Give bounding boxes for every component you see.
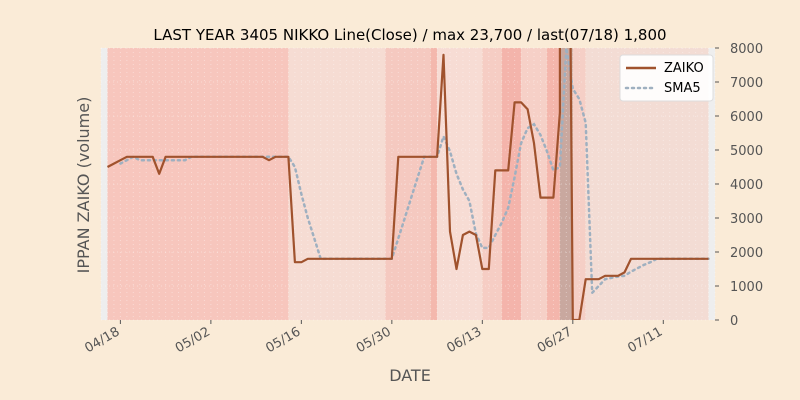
y-axis-label: IPPAN ZAIKO (volume)	[74, 97, 93, 274]
x-tick-label: 05/16	[263, 324, 303, 356]
y-tick-label: 2000	[730, 246, 763, 261]
x-tick-label: 05/30	[354, 324, 394, 356]
background-band	[708, 48, 715, 320]
x-tick-label: 04/18	[82, 324, 122, 356]
y-tick-label: 7000	[730, 76, 763, 91]
background-band	[572, 48, 586, 320]
legend-box	[619, 54, 714, 102]
legend: ZAIKO SMA5	[619, 54, 714, 102]
x-tick-label: 06/27	[535, 324, 575, 356]
chart-title: LAST YEAR 3405 NIKKO Line(Close) / max 2…	[153, 26, 666, 44]
background-band	[101, 48, 108, 320]
background-band	[107, 48, 289, 320]
y-tick-label: 6000	[730, 110, 763, 125]
background-band	[482, 48, 502, 320]
background-band	[521, 48, 547, 320]
x-axis-label: DATE	[389, 366, 431, 385]
grid	[100, 47, 716, 321]
series-lines	[106, 48, 710, 320]
y-tick-label: 0	[730, 314, 738, 329]
x-tick-label: 06/13	[444, 324, 484, 356]
background-band	[288, 48, 386, 320]
background-band	[430, 48, 438, 320]
legend-label-zaiko: ZAIKO	[664, 61, 704, 76]
background-band	[385, 48, 431, 320]
series-line-zaiko	[106, 48, 709, 320]
background-band	[501, 48, 522, 320]
y-axis-ticks: 0 1000 2000 3000 4000 5000 6000 7000 8000	[715, 42, 763, 329]
legend-label-sma5: SMA5	[664, 81, 701, 96]
y-tick-label: 5000	[730, 144, 763, 159]
y-tick-label: 1000	[730, 280, 763, 295]
y-tick-label: 4000	[730, 178, 763, 193]
y-tick-label: 8000	[730, 42, 763, 57]
y-tick-label: 3000	[730, 212, 763, 227]
x-tick-label: 05/02	[173, 324, 213, 356]
x-axis-ticks: 04/18 05/02 05/16 05/30 06/13 06/27 07/11	[82, 320, 665, 356]
x-tick-label: 07/11	[625, 324, 665, 356]
